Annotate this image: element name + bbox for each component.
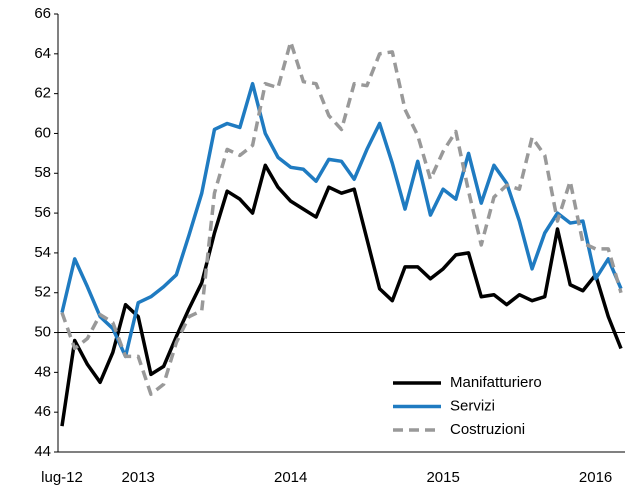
series-line [60,163,623,427]
y-tick-label: 62 [34,85,51,102]
x-tick-label: 2016 [579,469,612,486]
y-tick-label: 44 [34,443,51,460]
y-tick-label: 56 [34,204,51,221]
x-tick-label: 2015 [426,469,459,486]
legend-label: Manifatturiero [450,374,542,391]
y-tick-label: 66 [34,5,51,22]
y-tick-label: 52 [34,284,51,301]
legend-label: Costruzioni [450,421,525,438]
y-tick-label: 58 [34,164,51,181]
y-tick-label: 64 [34,45,51,62]
series-line [60,40,623,397]
legend-label: Servizi [450,397,495,414]
x-tick-label: 2013 [122,469,155,486]
y-tick-label: 48 [34,363,51,380]
x-tick-label: 2014 [274,469,307,486]
x-tick-label: lug-12 [41,469,83,486]
y-tick-label: 50 [34,324,51,341]
y-tick-label: 46 [34,403,51,420]
series-line [60,81,623,359]
y-tick-label: 54 [34,244,51,261]
y-tick-label: 60 [34,124,51,141]
